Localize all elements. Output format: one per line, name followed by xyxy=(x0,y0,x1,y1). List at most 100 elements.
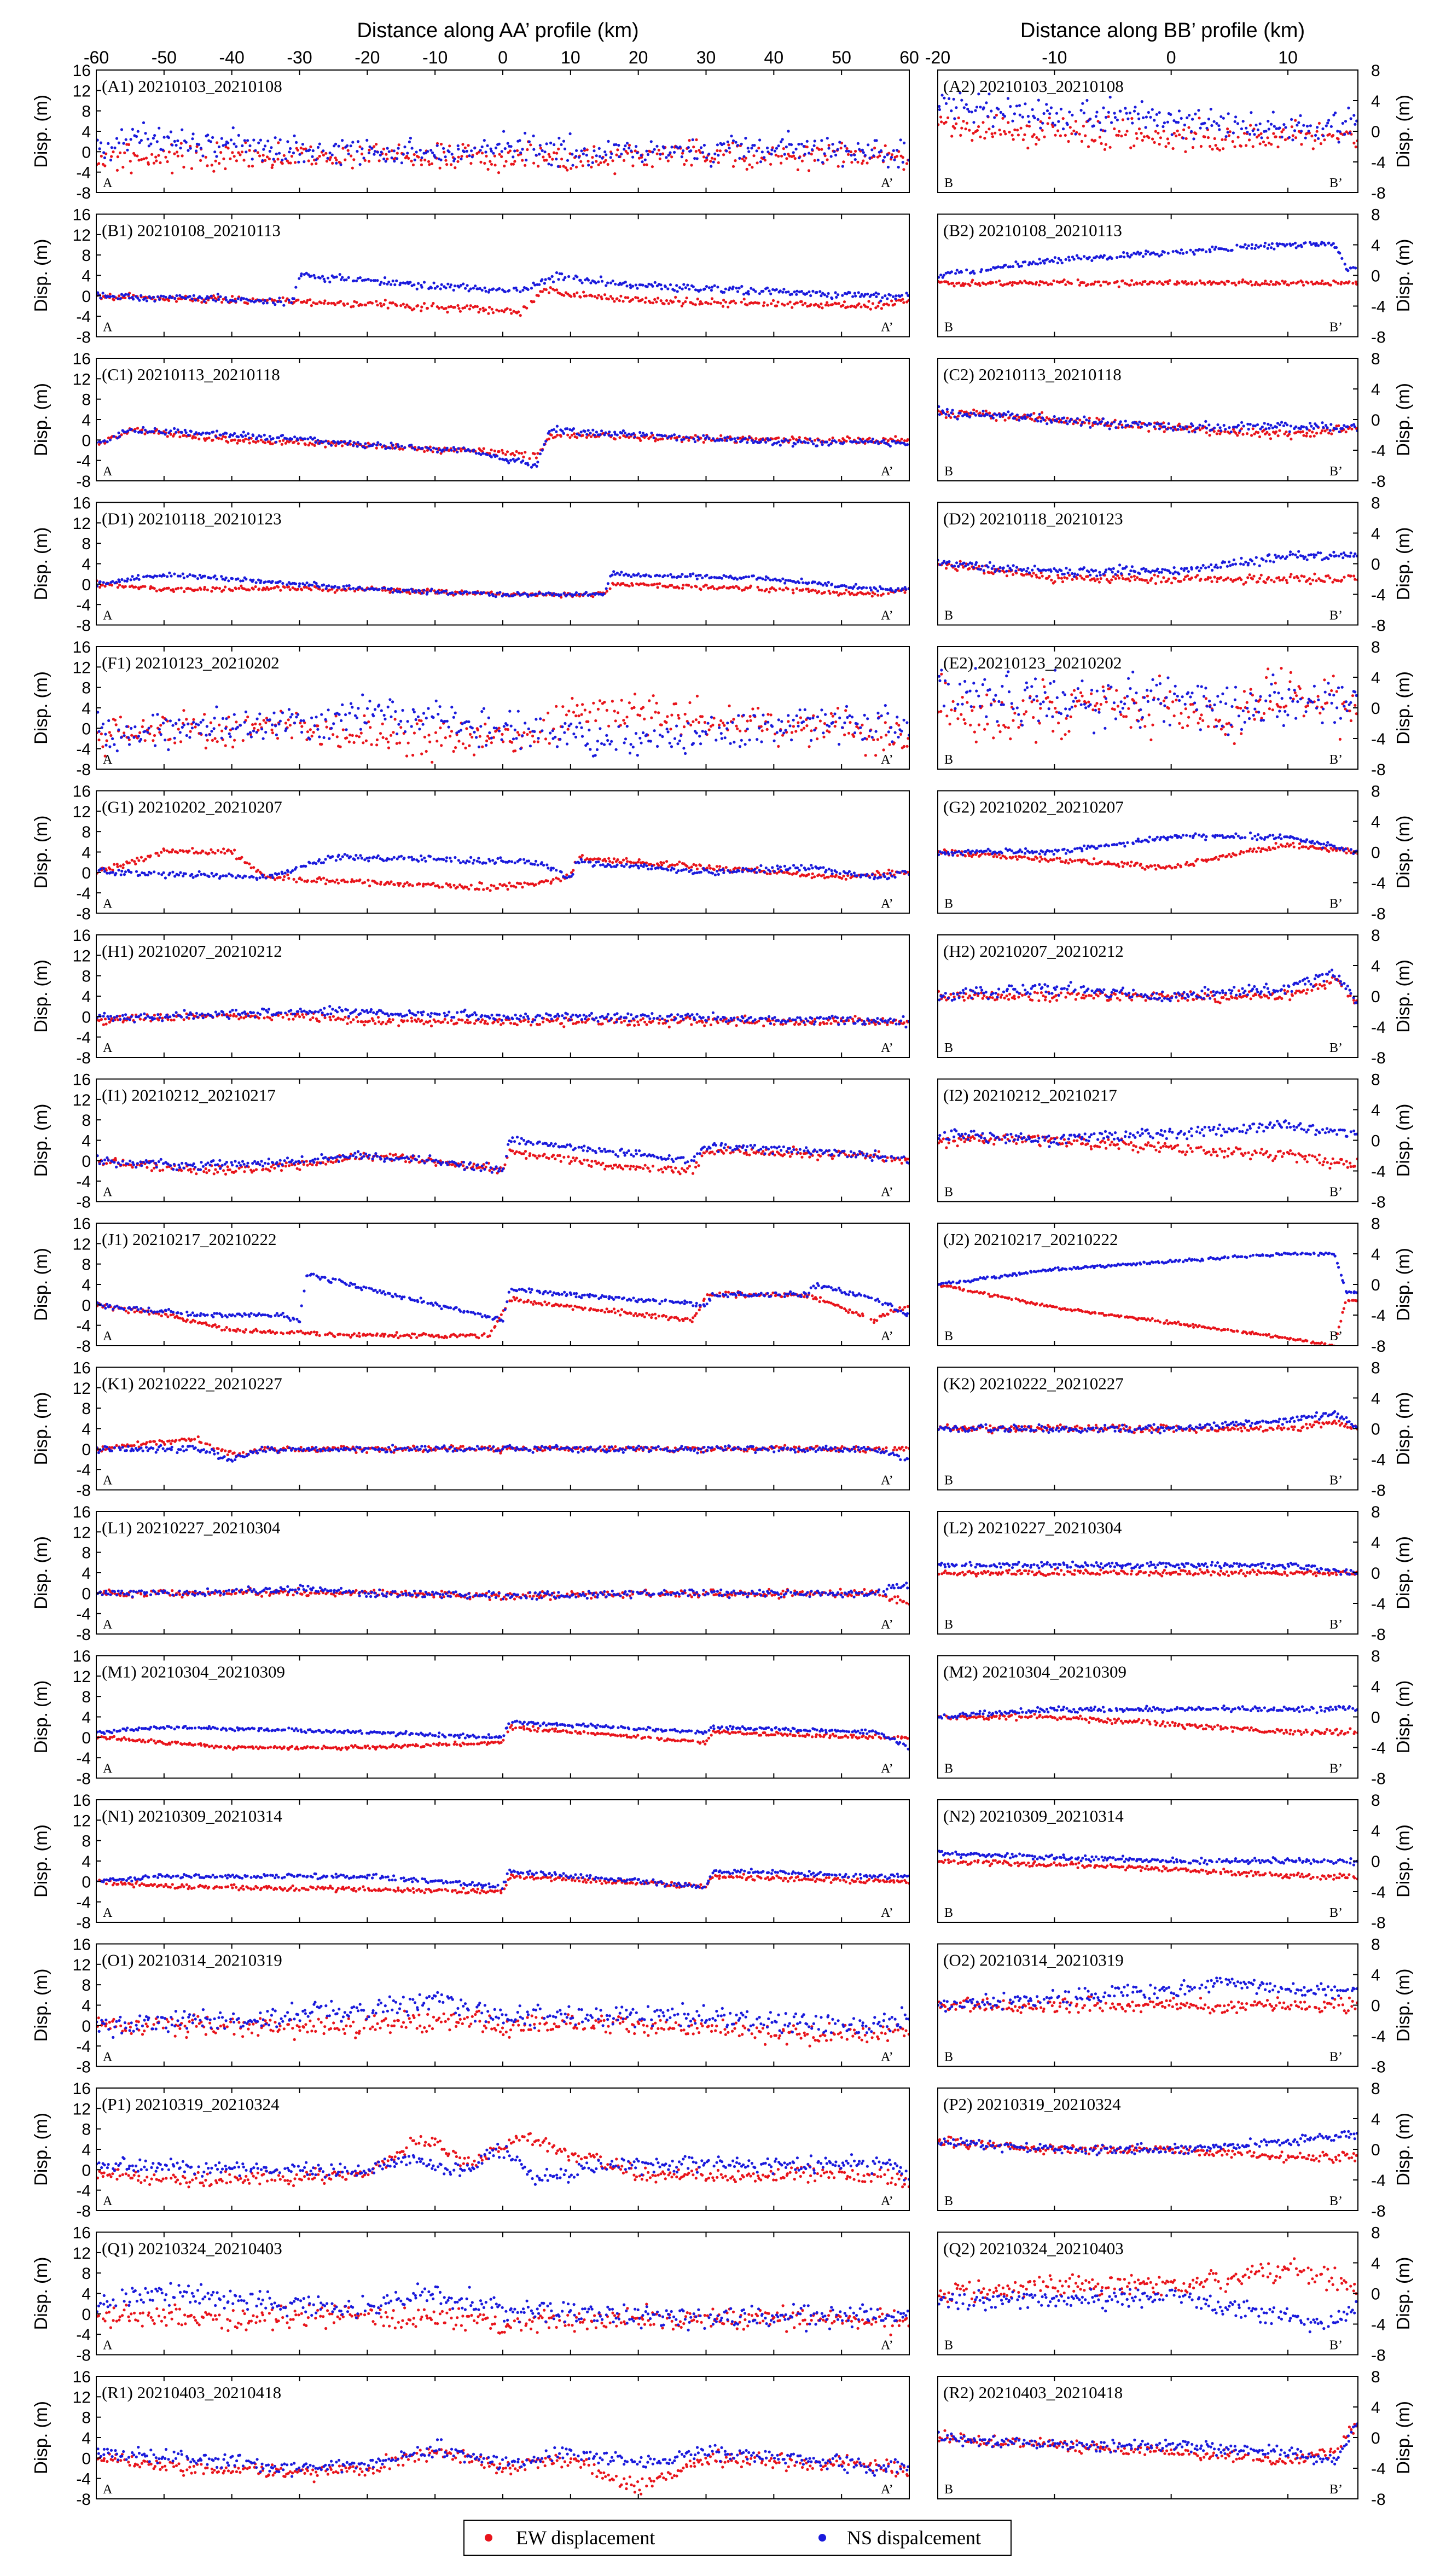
aa-panel-1-ew-point xyxy=(756,161,759,165)
aa-panel-1-ns-point xyxy=(191,137,194,141)
aa-panel-4-ns-point xyxy=(889,587,892,590)
aa-panel-1-ew-point xyxy=(182,165,185,169)
aa-panel-1-ew-point xyxy=(428,163,431,166)
aa-panel-3-ns-point xyxy=(593,433,596,437)
aa-panel-3-ns-point xyxy=(733,437,736,440)
aa-panel-6-ns-point xyxy=(277,872,281,875)
aa-panel-6-ew-point xyxy=(393,883,396,886)
aa-panel-6-ns-point xyxy=(320,861,323,864)
aa-panel-2-ns-point xyxy=(905,292,908,295)
aa-panel-5-ns-point xyxy=(146,731,149,734)
aa-panel-6-ew-point xyxy=(343,880,347,883)
aa-panel-3-ns-point xyxy=(309,435,312,439)
aa-panel-6-ns-point xyxy=(392,856,396,859)
aa-panel-3-ns-point xyxy=(189,430,193,433)
aa-panel-5-ns-point xyxy=(255,717,259,720)
aa-panel-5-ns-point xyxy=(275,733,278,736)
aa-panel-4-ew-point xyxy=(224,585,227,589)
aa-panel-5-ns-point xyxy=(738,745,742,748)
aa-panel-5-ns-point xyxy=(843,721,846,724)
aa-panel-5-ns-point xyxy=(260,728,264,731)
aa-panel-1-ns-point xyxy=(387,150,391,153)
aa-panel-2-ew-point xyxy=(479,307,482,311)
aa-panel-1-ew-point xyxy=(537,165,540,168)
aa-panel-6-ew-point xyxy=(278,876,282,879)
aa-panel-1-ew-point xyxy=(493,164,497,167)
aa-panel-4-ns-point xyxy=(209,577,212,580)
aa-panel-5-ew-point xyxy=(461,742,465,746)
aa-panel-5-ns-point xyxy=(605,734,608,737)
aa-panel-4-ns-point xyxy=(182,576,185,579)
aa-panel-5-ew-point xyxy=(231,746,235,749)
aa-panel-3-ns-point xyxy=(887,443,890,446)
aa-panel-2-ns-point xyxy=(519,290,522,294)
aa-panel-1-ns-point xyxy=(870,148,874,152)
aa-panel-3-ns-point xyxy=(630,433,633,437)
aa-panel-2-ew-point xyxy=(386,306,390,310)
aa-panel-2-ns-point xyxy=(705,285,709,288)
aa-panel-3-ns-point xyxy=(896,441,899,444)
aa-panel-1-ns-point xyxy=(575,149,578,152)
aa-panel-5-ew-point xyxy=(532,740,536,743)
aa-panel-6-ew-point xyxy=(788,872,791,875)
aa-panel-5-ns-point xyxy=(668,741,671,745)
aa-panel-1-ew-point xyxy=(273,160,276,163)
aa-panel-4-ns-point xyxy=(459,592,463,595)
aa-panel-4-ns-point xyxy=(430,588,433,591)
aa-panel-4-ns-point xyxy=(775,579,779,582)
aa-panel-1-ew-point xyxy=(862,159,865,162)
aa-panel-5-ns-point xyxy=(726,722,729,725)
aa-panel-4-ew-point xyxy=(254,585,257,589)
aa-panel-5-ns-point xyxy=(549,731,552,735)
aa-panel-2-ns-point xyxy=(536,283,539,286)
aa-panel-5-ew-point xyxy=(506,728,510,731)
aa-panel-1-ns-point xyxy=(518,139,521,142)
aa-panel-6-ns-point xyxy=(629,864,632,868)
aa-panel-5-ew-point xyxy=(334,714,338,718)
aa-panel-2-ns-point xyxy=(440,283,443,286)
aa-panel-3-ns-point xyxy=(744,437,747,440)
aa-panel-3-ew-point xyxy=(460,449,463,452)
aa-panel-5-ns-point xyxy=(187,722,190,725)
aa-panel-3-ns-point xyxy=(769,438,772,441)
aa-panel-4-ew-point xyxy=(782,588,785,592)
aa-panel-3-ns-point xyxy=(809,437,812,440)
aa-panel-2-ew-point xyxy=(643,301,647,304)
aa-panel-1-ns-point xyxy=(346,144,349,147)
aa-panel-6-ns-point xyxy=(759,864,763,867)
aa-panel-3-ew-point xyxy=(903,439,907,443)
aa-panel-6-ns-point xyxy=(776,864,779,868)
aa-panel-3-ns-point xyxy=(507,461,510,464)
aa-panel-5-ew-point xyxy=(880,736,883,739)
aa-panel-5-ew-point xyxy=(781,734,785,737)
aa-panel-6-ew-point xyxy=(144,857,147,860)
aa-panel-6-ns-point xyxy=(711,871,715,875)
aa-panel-2-ns-point xyxy=(322,277,326,281)
aa-panel-5-ew-point xyxy=(555,705,558,708)
aa-panel-4-ew-point xyxy=(628,584,631,588)
aa-panel-1-xtick-label: -40 xyxy=(219,48,245,67)
aa-panel-1-ew-point xyxy=(438,166,442,170)
aa-panel-3-ns-point xyxy=(578,433,581,437)
aa-panel-5-ew-point xyxy=(867,735,871,738)
aa-panel-1-ew-point xyxy=(175,150,179,154)
aa-panel-5-ns-point xyxy=(840,726,844,729)
aa-panel-2-ns-point xyxy=(769,292,773,295)
aa-panel-6-ns-point xyxy=(157,872,160,875)
aa-panel-5-ns-point xyxy=(506,723,509,726)
aa-panel-2-ew-point xyxy=(709,303,712,306)
aa-panel-5-ew-point xyxy=(828,730,831,734)
aa-panel-1-ew-point xyxy=(532,161,536,165)
aa-panel-3-ns-point xyxy=(673,433,676,437)
aa-panel-5-ew-point xyxy=(660,723,663,726)
aa-panel-4-ns-point xyxy=(120,578,124,582)
aa-panel-2-ns-point xyxy=(798,290,802,294)
aa-panel-4-ew-point xyxy=(211,586,214,589)
aa-panel-2-ew-point xyxy=(273,299,276,302)
aa-panel-1-ns-point xyxy=(695,157,699,160)
aa-panel-1-ew-point xyxy=(239,153,242,156)
aa-panel-2-ew-point xyxy=(323,299,327,303)
aa-panel-1-ns-point xyxy=(750,147,753,150)
aa-panel-2-ns-point xyxy=(127,293,130,296)
aa-panel-2-ns-point xyxy=(312,274,316,277)
